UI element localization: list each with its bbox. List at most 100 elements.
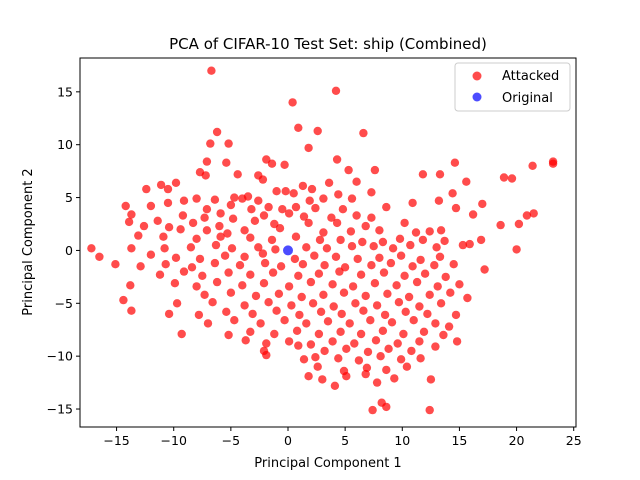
attacked-point [376,352,385,361]
attacked-point [375,226,384,235]
attacked-point [223,229,232,238]
attacked-point [202,205,212,214]
points-layer [87,66,558,415]
attacked-point [350,339,359,348]
attacked-point [332,155,342,164]
attacked-point [378,237,388,247]
attacked-point [409,316,418,325]
attacked-point [170,279,180,288]
attacked-point [126,281,135,290]
attacked-point [294,341,303,350]
attacked-point [338,205,348,214]
attacked-point [176,225,185,234]
attacked-point [238,281,247,290]
attacked-point [287,301,296,310]
attacked-point [320,261,329,270]
attacked-point [280,316,289,325]
attacked-point [304,372,313,381]
attacked-point [458,240,468,250]
attacked-point [346,227,356,236]
attacked-point [371,336,381,345]
attacked-point [452,337,462,346]
attacked-point [402,362,412,371]
attacked-point [382,365,391,375]
attacked-point [222,158,231,167]
attacked-point [254,243,263,252]
attacked-point [390,374,399,383]
attacked-point [233,170,242,179]
y-axis-ticks: −15 −10 −5 0 5 10 15 [47,84,80,417]
attacked-point [369,242,378,251]
y-tick-label: −5 [55,296,73,311]
attacked-point [276,262,286,271]
y-tick-label: 5 [65,190,73,205]
attacked-point [366,316,375,325]
attacked-point [529,209,538,218]
attacked-point [451,310,461,320]
attacked-point [319,228,328,237]
plot-frame [79,57,577,428]
attacked-point [220,251,230,260]
attacked-point [171,253,181,262]
attacked-point [224,268,233,277]
attacked-point [548,159,558,168]
attacked-point [297,292,306,302]
attacked-point [258,175,268,184]
legend-label-attacked: Attacked [502,69,559,84]
attacked-point [496,220,505,230]
attacked-point [203,319,213,328]
attacked-point [212,277,222,287]
attacked-point [451,203,461,213]
attacked-point [250,216,260,225]
attacked-point [314,329,324,339]
attacked-point [216,209,225,218]
chart-title: PCA of CIFAR-10 Test Set: ship (Combined… [169,35,487,53]
attacked-point [401,307,410,316]
attacked-point [87,244,96,253]
attacked-point [378,326,388,335]
attacked-point [310,251,319,260]
attacked-point [179,267,189,276]
attacked-point [206,139,215,148]
attacked-point [324,178,334,187]
attacked-point [439,330,448,340]
attacked-point [230,316,239,325]
attacked-point [284,209,294,218]
attacked-point [476,235,486,245]
attacked-point [240,301,249,310]
attacked-point [139,221,149,231]
attacked-point [314,269,324,278]
attacked-point [352,177,361,186]
attacked-point [339,288,349,297]
attacked-point [311,203,320,213]
attacked-point [259,211,269,220]
x-tick-label: 25 [566,433,582,448]
attacked-point [380,310,390,320]
attacked-point [311,353,320,362]
attacked-point [425,227,434,236]
attacked-point [407,346,416,356]
x-tick-label: −15 [103,433,129,448]
attacked-point [419,327,429,336]
attacked-point [164,309,174,319]
y-tick-label: −10 [47,349,73,364]
attacked-point [356,270,366,279]
attacked-point [331,86,341,96]
attacked-point [347,194,357,203]
attacked-point [455,280,464,289]
attacked-point [272,187,281,196]
attacked-point [340,263,350,272]
attacked-point [240,252,249,261]
attacked-point [329,302,338,311]
attacked-point [278,205,287,214]
attacked-point [449,260,458,269]
attacked-point [330,381,340,390]
attacked-point [271,245,280,254]
attacked-point [468,210,478,219]
attacked-point [302,319,311,328]
legend-box [454,62,571,112]
y-axis-label: Principal Component 2 [21,168,36,315]
attacked-point [127,244,136,253]
attacked-point [334,354,343,363]
attacked-point [345,319,354,328]
